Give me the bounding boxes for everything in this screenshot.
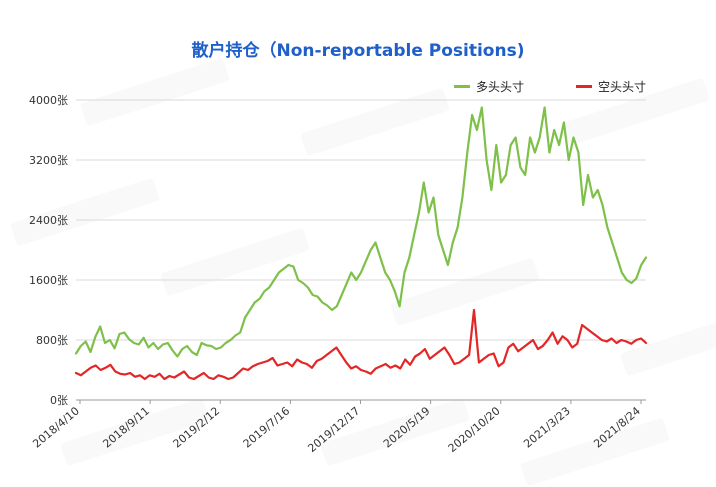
x-tick-label: 2019/12/17 bbox=[306, 404, 363, 455]
legend-swatch-long bbox=[454, 85, 470, 88]
x-tick-label: 2020/10/20 bbox=[446, 404, 503, 455]
legend-label-long: 多头头寸 bbox=[476, 80, 525, 94]
x-tick-label: 2021/3/23 bbox=[521, 404, 573, 450]
y-tick-label: 4000张 bbox=[29, 94, 68, 107]
y-tick-label: 800张 bbox=[36, 334, 68, 347]
y-tick-label: 1600张 bbox=[29, 274, 68, 287]
legend-label-short: 空头头寸 bbox=[598, 80, 647, 94]
y-tick-label: 3200张 bbox=[29, 154, 68, 167]
legend-swatch-short bbox=[576, 85, 592, 88]
x-tick-label: 2019/7/16 bbox=[241, 404, 293, 450]
y-tick-label: 0张 bbox=[50, 394, 68, 407]
x-tick-label: 2020/5/19 bbox=[381, 404, 433, 450]
chart-plot: 0张 800张 1600张 2400张 3200张 4000张 2018/4/10 2018/… bbox=[29, 94, 648, 455]
x-tick-label: 2018/9/11 bbox=[100, 404, 152, 450]
legend-item-short: 空头头寸 bbox=[576, 78, 646, 95]
x-tick-label: 2021/8/24 bbox=[591, 404, 643, 450]
series-line-short bbox=[74, 308, 648, 381]
y-tick-label: 2400张 bbox=[29, 214, 68, 227]
series-line-long bbox=[74, 106, 648, 358]
legend-item-long: 多头头寸 bbox=[454, 78, 524, 95]
x-tick-label: 2018/4/10 bbox=[30, 404, 82, 450]
x-tick-label: 2019/2/12 bbox=[171, 404, 223, 450]
chart-title: 散户持仓（Non-reportable Positions) bbox=[191, 41, 525, 61]
